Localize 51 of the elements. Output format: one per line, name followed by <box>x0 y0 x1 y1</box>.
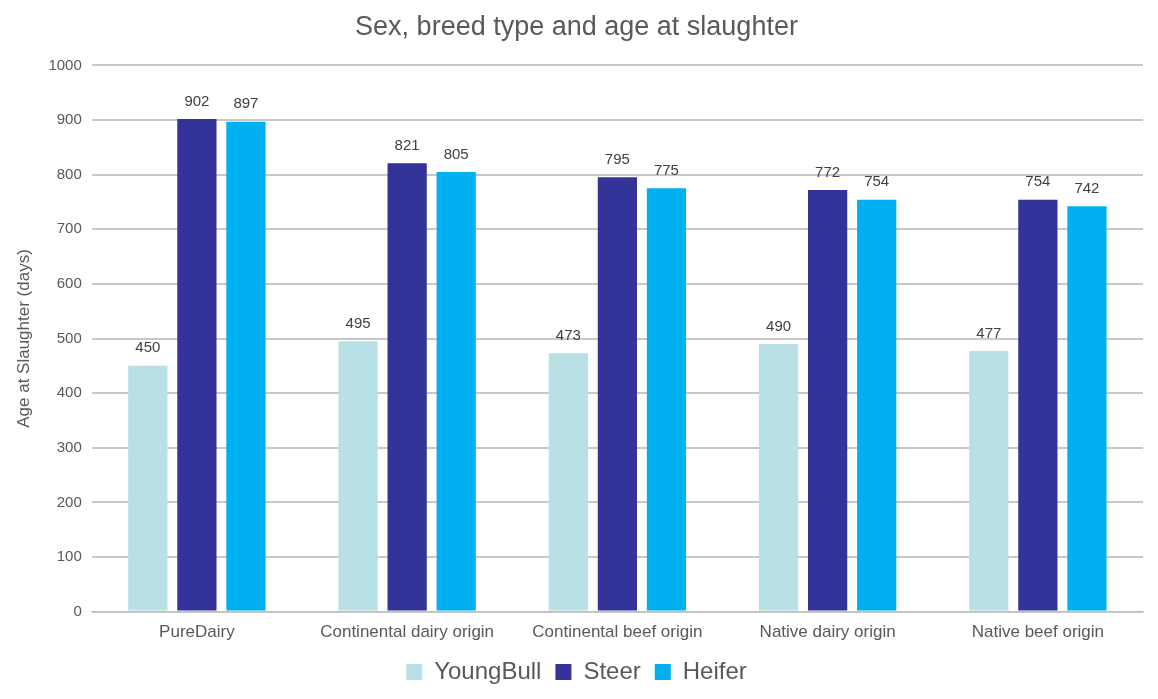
y-tick-label: 100 <box>56 547 82 565</box>
bar <box>226 121 266 611</box>
bar <box>128 365 168 611</box>
data-label: 754 <box>1025 172 1051 190</box>
y-axis-title: Age at Slaughter (days) <box>13 249 33 428</box>
y-tick-label: 600 <box>56 274 82 292</box>
bar <box>387 163 427 611</box>
bar <box>597 177 638 611</box>
legend-label: YoungBull <box>434 656 542 684</box>
y-tick-label: 200 <box>56 492 82 510</box>
x-tick-label: Native beef origin <box>971 622 1105 642</box>
y-tick-label: 400 <box>56 383 82 401</box>
bar <box>857 199 897 611</box>
data-label: 754 <box>864 172 890 190</box>
y-tick-label: 700 <box>56 219 82 237</box>
data-label: 805 <box>443 144 469 162</box>
bar <box>338 341 378 611</box>
x-tick-label: Native dairy origin <box>759 622 896 642</box>
data-label: 473 <box>555 325 581 343</box>
y-tick-label: 900 <box>56 110 82 128</box>
bar <box>177 118 217 611</box>
bar <box>758 343 799 611</box>
data-label: 902 <box>184 91 210 109</box>
bar <box>436 171 476 611</box>
data-label: 775 <box>653 160 679 178</box>
data-label: 495 <box>345 313 371 331</box>
y-tick-label: 500 <box>56 328 82 346</box>
x-tick-label: Continental beef origin <box>532 622 703 642</box>
bar <box>548 353 588 611</box>
data-label: 490 <box>766 316 792 334</box>
bar <box>808 189 848 611</box>
data-label: 821 <box>394 135 420 153</box>
bar <box>1067 206 1107 611</box>
data-label: 477 <box>976 323 1002 341</box>
bar <box>646 188 687 611</box>
y-tick-label: 300 <box>56 437 82 455</box>
bar <box>969 351 1009 611</box>
data-label: 897 <box>233 94 259 112</box>
legend-label: Heifer <box>682 656 747 684</box>
y-tick-label: 800 <box>56 164 82 182</box>
chart-title: Sex, breed type and age at slaughter <box>355 10 798 41</box>
data-label: 772 <box>815 162 841 180</box>
y-tick-label: 0 <box>73 601 82 619</box>
y-tick-label: 1000 <box>48 55 82 73</box>
bar <box>1018 199 1058 611</box>
x-tick-label: PureDairy <box>159 622 236 642</box>
legend-label: Steer <box>583 656 641 684</box>
x-tick-label: Continental dairy origin <box>320 622 495 642</box>
data-label: 450 <box>135 338 161 356</box>
data-label: 742 <box>1074 178 1100 196</box>
data-label: 795 <box>604 150 630 168</box>
